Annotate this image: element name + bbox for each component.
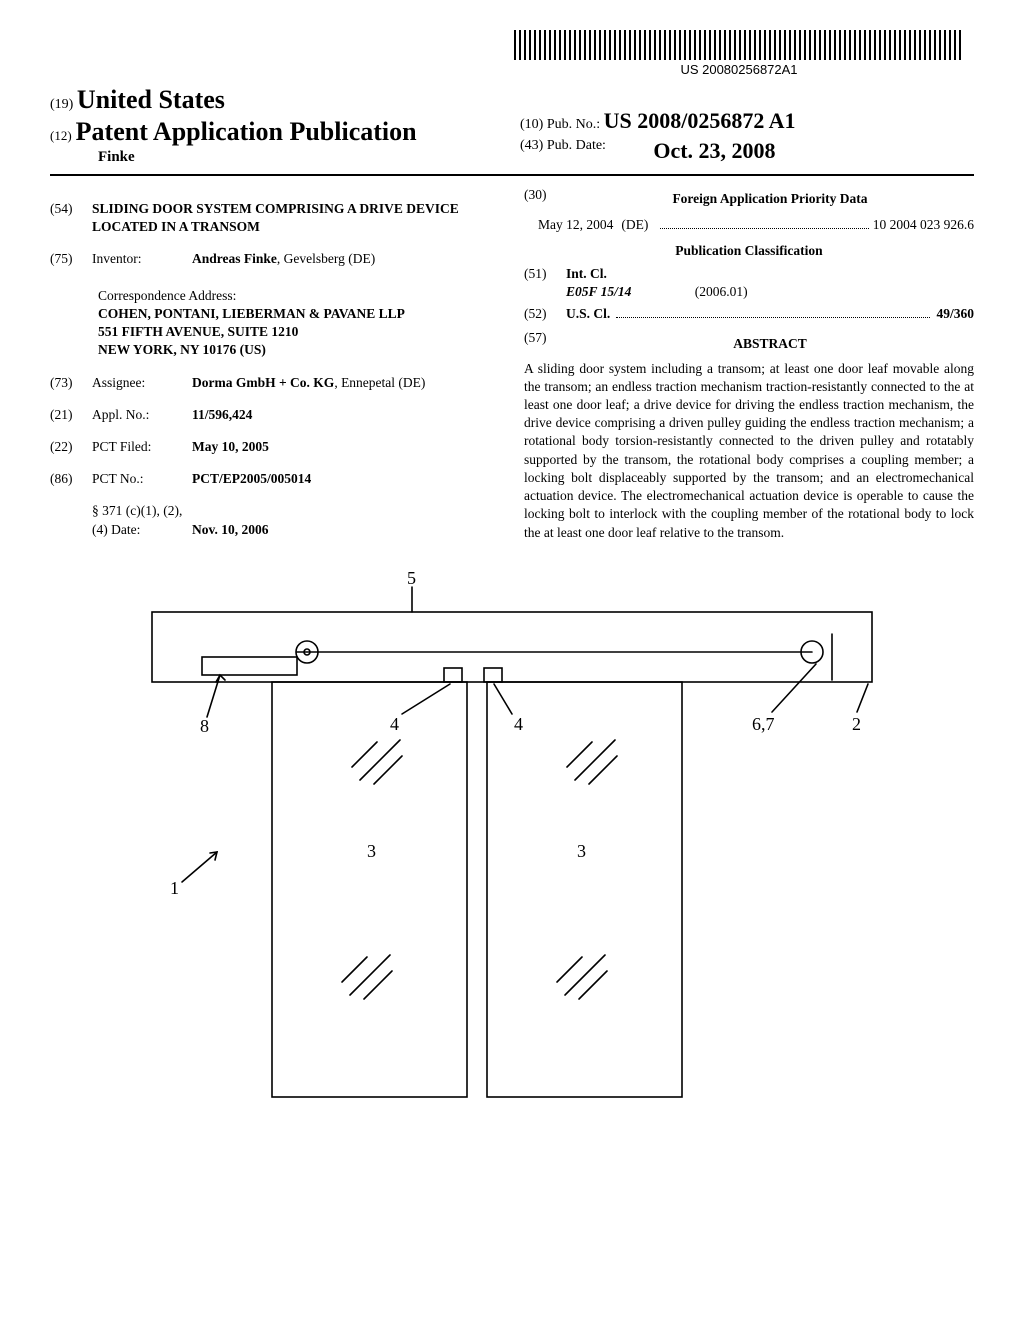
- code-43: (43): [520, 138, 543, 153]
- header-right: (10) Pub. No.: US 2008/0256872 A1 (43) P…: [520, 108, 796, 164]
- correspondence-label: Correspondence Address:: [98, 287, 500, 305]
- foreign-app-number: 10 2004 023 926.6: [873, 216, 974, 234]
- publication-date: Oct. 23, 2008: [653, 138, 775, 164]
- foreign-date: May 12, 2004: [538, 216, 613, 234]
- barcode-text: US 20080256872A1: [514, 62, 964, 77]
- fig-label-67: 6,7: [752, 714, 775, 734]
- publication-number: US 2008/0256872 A1: [604, 108, 796, 133]
- publication-classification-heading: Publication Classification: [524, 242, 974, 260]
- fig-label-1: 1: [170, 878, 179, 898]
- barcode-lines: [514, 30, 964, 60]
- code-86: (86): [50, 470, 92, 488]
- fig-label-8: 8: [200, 716, 209, 736]
- document-type: Patent Application Publication: [76, 117, 417, 146]
- document-header: (19) United States (12) Patent Applicati…: [50, 85, 974, 166]
- dotted-leader-2: [616, 317, 930, 318]
- code-52: (52): [524, 305, 566, 323]
- left-column: (54) SLIDING DOOR SYSTEM COMPRISING A DR…: [50, 186, 500, 542]
- dotted-leader: [660, 228, 868, 229]
- intcl-label: Int. Cl.: [566, 265, 974, 283]
- application-number: 11/596,424: [192, 406, 252, 424]
- pctfiled-label: PCT Filed:: [92, 438, 192, 456]
- uscl-code: 49/360: [936, 305, 974, 323]
- code-12: (12): [50, 128, 72, 143]
- pct-filed-date: May 10, 2005: [192, 438, 269, 456]
- fig-label-2: 2: [852, 714, 861, 734]
- inventor-location: , Gevelsberg (DE): [277, 251, 375, 266]
- correspondence-block: Correspondence Address: COHEN, PONTANI, …: [50, 287, 500, 360]
- code-57: (57): [524, 329, 566, 359]
- code-30: (30): [524, 186, 566, 216]
- code-51: (51): [524, 265, 566, 301]
- code-22: (22): [50, 438, 92, 456]
- header-divider: [50, 174, 974, 176]
- content-columns: (54) SLIDING DOOR SYSTEM COMPRISING A DR…: [50, 186, 974, 542]
- fig-label-4-left: 4: [390, 714, 399, 734]
- abstract-heading: ABSTRACT: [566, 335, 974, 353]
- code-10: (10): [520, 117, 543, 132]
- assignee-label: Assignee:: [92, 374, 192, 392]
- assignee-name: Dorma GmbH + Co. KG: [192, 375, 334, 390]
- inventor-label: Inventor:: [92, 250, 192, 268]
- fig-label-3-right: 3: [577, 841, 586, 861]
- country: United States: [77, 85, 225, 114]
- uscl-label: U.S. Cl.: [566, 305, 610, 323]
- fig-label-4-right: 4: [514, 714, 523, 734]
- pct-number: PCT/EP2005/005014: [192, 470, 311, 488]
- applno-label: Appl. No.:: [92, 406, 192, 424]
- invention-title: SLIDING DOOR SYSTEM COMPRISING A DRIVE D…: [92, 200, 500, 236]
- barcode-block: US 20080256872A1: [514, 30, 964, 77]
- inventor-name: Andreas Finke: [192, 251, 277, 266]
- fig-label-3-left: 3: [367, 841, 376, 861]
- abstract-text: A sliding door system including a transo…: [524, 360, 974, 542]
- figure-svg: 5 8 1 3 3 4 4 6,7 2: [112, 572, 912, 1112]
- code-19: (19): [50, 97, 73, 112]
- foreign-country: (DE): [621, 216, 648, 234]
- code-75: (75): [50, 250, 92, 268]
- pubno-label: Pub. No.:: [547, 117, 600, 132]
- code-73: (73): [50, 374, 92, 392]
- intcl-code: E05F 15/14: [566, 284, 631, 299]
- pctno-label: PCT No.:: [92, 470, 192, 488]
- assignee-location: , Ennepetal (DE): [334, 375, 425, 390]
- fig-label-5: 5: [407, 572, 416, 588]
- intcl-year: (2006.01): [695, 284, 748, 299]
- pubdate-label: Pub. Date:: [547, 138, 606, 153]
- applicant-name: Finke: [98, 149, 135, 165]
- code-54: (54): [50, 200, 92, 236]
- s371-date: Nov. 10, 2006: [192, 521, 269, 539]
- correspondence-line2: 551 FIFTH AVENUE, SUITE 1210: [98, 323, 500, 341]
- code-21: (21): [50, 406, 92, 424]
- foreign-priority-heading: Foreign Application Priority Data: [566, 190, 974, 208]
- patent-figure: 5 8 1 3 3 4 4 6,7 2: [50, 572, 974, 1112]
- s371-label: § 371 (c)(1), (2), (4) Date:: [92, 502, 192, 538]
- correspondence-line1: COHEN, PONTANI, LIEBERMAN & PAVANE LLP: [98, 305, 500, 323]
- correspondence-line3: NEW YORK, NY 10176 (US): [98, 341, 500, 359]
- right-column: (30) Foreign Application Priority Data M…: [524, 186, 974, 542]
